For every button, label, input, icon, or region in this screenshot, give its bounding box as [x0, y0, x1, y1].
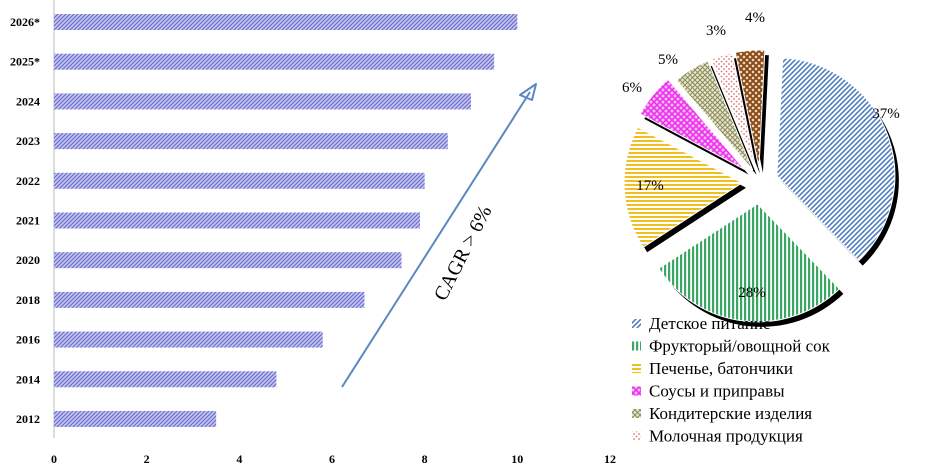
bar — [54, 411, 217, 427]
legend-swatch — [632, 431, 641, 441]
bar — [54, 133, 448, 150]
y-tick-label: 2018 — [16, 293, 40, 307]
x-tick-label: 8 — [422, 452, 428, 464]
y-tick-label: 2020 — [16, 253, 40, 267]
bar — [54, 252, 402, 269]
legend-entry: Печенье, батончики — [649, 359, 793, 378]
pie-value-label: 5% — [658, 52, 678, 68]
y-tick-label: 2014 — [16, 372, 40, 386]
y-tick-label: 2021 — [16, 214, 40, 228]
legend-entry: Детское питание — [649, 314, 771, 333]
y-tick-label: 2023 — [16, 134, 40, 148]
pie-value-label: 3% — [706, 23, 726, 39]
bar — [54, 331, 323, 348]
legend-entry: Молочная продукция — [649, 427, 803, 446]
x-axis-labels: 0 2 4 6 8 10 12 — [51, 452, 616, 464]
y-tick-label: 2012 — [16, 412, 40, 426]
x-tick-label: 10 — [511, 452, 523, 464]
y-tick-label: 2025* — [10, 55, 40, 69]
pie-value-label: 37% — [872, 106, 900, 122]
pie-slice — [710, 52, 757, 169]
pie-value-label: 28% — [738, 285, 766, 301]
pie-slice — [658, 203, 841, 323]
x-tick-label: 0 — [51, 452, 57, 464]
bar — [54, 371, 277, 388]
bar — [54, 53, 495, 70]
pie-value-label: 4% — [745, 10, 765, 26]
pie-slice — [734, 49, 766, 169]
pie-slice — [675, 60, 754, 171]
bar-chart: 2026*2025*202420232022202120202018201620… — [10, 0, 616, 464]
y-tick-label: 2026* — [10, 15, 40, 29]
x-tick-label: 4 — [236, 452, 242, 464]
legend-entry: Фрукторый/овощной сок — [649, 337, 831, 356]
y-tick-label: 2022 — [16, 174, 40, 188]
bar — [54, 172, 425, 189]
legend-swatch — [632, 386, 641, 396]
pie-slice — [639, 78, 745, 170]
pie-slice — [776, 57, 896, 262]
y-tick-label: 2016 — [16, 333, 40, 347]
legend-swatch — [632, 319, 641, 328]
cagr-label: CAGR > 6% — [430, 202, 497, 304]
x-tick-label: 2 — [144, 452, 150, 464]
pie-slice — [623, 126, 743, 248]
y-axis-labels: 2026* 2025* 2024 2023 2022 2021 2020 2018 2016 20… — [10, 15, 40, 426]
bar — [54, 291, 365, 308]
pie-slices — [623, 49, 899, 327]
x-tick-label: 6 — [329, 452, 335, 464]
legend-entry: Соусы и приправы — [649, 382, 785, 401]
bar — [54, 93, 471, 110]
pie-value-label: 17% — [636, 178, 664, 194]
legend-swatch — [632, 409, 641, 418]
y-tick-label: 2024 — [16, 94, 40, 108]
legend-swatch — [632, 341, 641, 351]
bar — [54, 212, 421, 229]
pie-legend: Детское питание Фрукторый/овощной сок Пече… — [632, 314, 831, 446]
legend-swatch — [632, 364, 641, 373]
cagr-arrow — [341, 83, 537, 388]
bar-series — [54, 14, 518, 427]
pie-chart: 37% 28% 17% 6% 5% 3% 4% Детское питание Фруктор… — [622, 10, 900, 446]
legend-entry: Кондитерские изделия — [649, 404, 812, 423]
x-tick-label: 12 — [604, 452, 616, 464]
pie-value-label: 6% — [622, 80, 642, 96]
pie-value-labels: 37% 28% 17% 6% 5% 3% 4% — [622, 10, 900, 301]
bar — [54, 14, 518, 30]
